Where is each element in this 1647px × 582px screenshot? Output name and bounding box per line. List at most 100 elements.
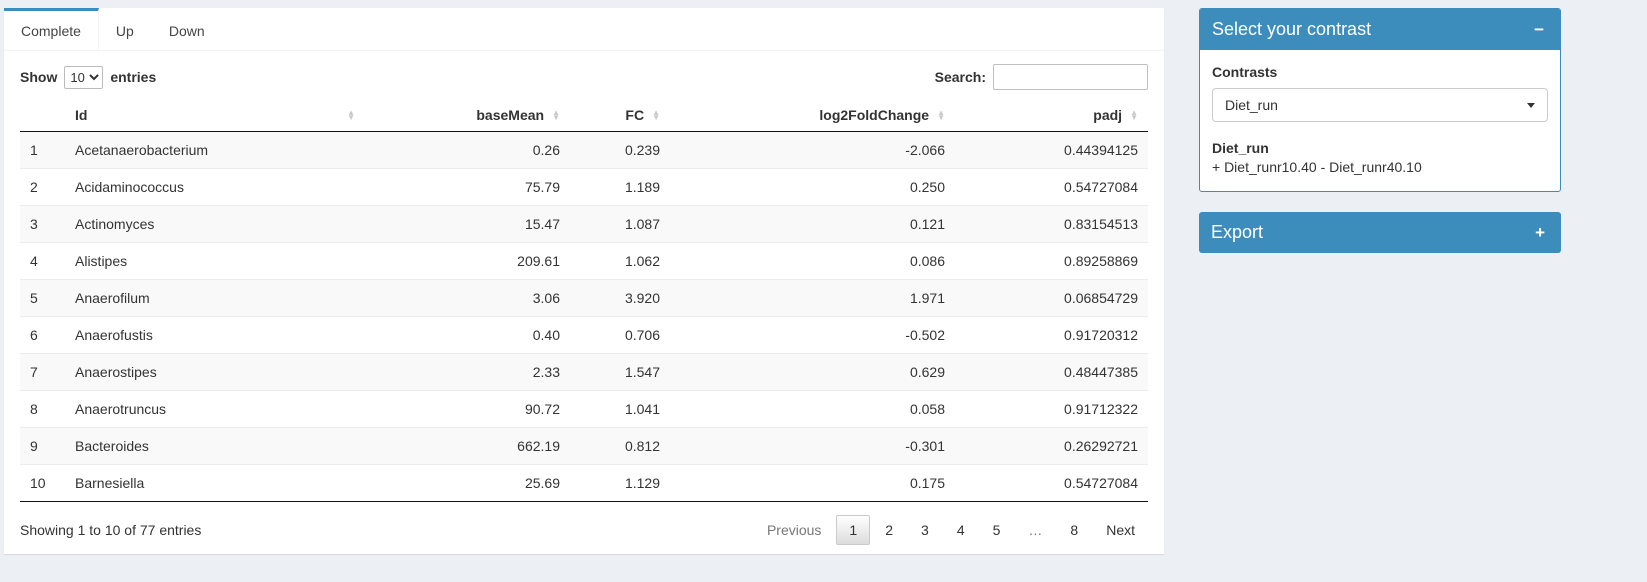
- row-index: 1: [30, 142, 38, 158]
- search-input[interactable]: [993, 64, 1148, 90]
- page-length-select[interactable]: 10: [64, 65, 104, 89]
- export-box: Export +: [1199, 212, 1561, 253]
- row-index: 8: [30, 401, 38, 417]
- cell-padj: 0.54727084: [1064, 179, 1138, 195]
- export-box-title: Export: [1211, 222, 1264, 242]
- row-index: 7: [30, 364, 38, 380]
- cell-fc: 1.547: [624, 364, 660, 380]
- column-header-basemean[interactable]: baseMean ▲ ▼: [365, 100, 570, 132]
- table-row: 8 Anaerotruncus 90.72 1.041 0.058 0.91712322: [20, 390, 1148, 428]
- cell-id: Barnesiella: [75, 475, 145, 491]
- cell-padj: 0.83154513: [1064, 216, 1138, 232]
- sort-icon: ▲ ▼: [652, 108, 660, 122]
- cell-fc: 0.706: [624, 327, 660, 343]
- show-label: Show: [20, 69, 58, 85]
- contrasts-label: Contrasts: [1212, 64, 1278, 80]
- page-length-control: Show 10 entries: [20, 65, 157, 89]
- cell-basemean: 0.26: [532, 142, 560, 158]
- collapse-button[interactable]: −: [1530, 19, 1548, 40]
- contrast-detail-formula: + Diet_runr10.40 - Diet_runr40.10: [1212, 159, 1422, 175]
- cell-basemean: 15.47: [524, 216, 560, 232]
- page-button-8[interactable]: 8: [1070, 522, 1079, 538]
- cell-basemean: 662.19: [517, 438, 560, 454]
- row-index: 4: [30, 253, 38, 269]
- table-body: 1 Acetanaerobacterium 0.26 0.239 -2.066 0.443…: [20, 131, 1148, 502]
- cell-log2foldchange: 0.121: [909, 216, 945, 232]
- sort-icon: ▲ ▼: [937, 108, 945, 122]
- cell-fc: 3.920: [624, 290, 660, 306]
- sort-icon: ▲ ▼: [552, 108, 560, 122]
- cell-fc: 0.812: [624, 438, 660, 454]
- cell-id: Acetanaerobacterium: [75, 142, 209, 158]
- cell-fc: 1.062: [624, 253, 660, 269]
- contrast-select-value: Diet_run: [1225, 97, 1278, 113]
- cell-padj: 0.44394125: [1064, 142, 1138, 158]
- cell-fc: 0.239: [624, 142, 660, 158]
- results-table: Id ▲ ▼ baseMean ▲ ▼ FC ▲ ▼ log2FoldChange ▲ ▼ padj ▲ ▼…: [20, 100, 1148, 502]
- tab-up[interactable]: Up: [115, 23, 134, 39]
- results-card: Complete Up Down Show 10 entries Search: I…: [4, 8, 1164, 554]
- column-header-index: [20, 100, 65, 132]
- cell-basemean: 0.40: [532, 327, 560, 343]
- cell-basemean: 2.33: [532, 364, 560, 380]
- cell-padj: 0.26292721: [1064, 438, 1138, 454]
- table-row: 6 Anaerofustis 0.40 0.706 -0.502 0.91720312: [20, 316, 1148, 354]
- row-index: 9: [30, 438, 38, 454]
- row-index: 10: [30, 475, 46, 491]
- page-button-4[interactable]: 4: [956, 522, 965, 538]
- cell-basemean: 209.61: [517, 253, 560, 269]
- page-button-ellipsis: …: [1028, 522, 1043, 538]
- cell-id: Alistipes: [75, 253, 128, 269]
- page-button-next[interactable]: Next: [1106, 522, 1135, 538]
- table-header-row: Id ▲ ▼ baseMean ▲ ▼ FC ▲ ▼ log2FoldChange ▲ ▼ padj ▲ ▼: [20, 100, 1148, 132]
- row-index: 5: [30, 290, 38, 306]
- page-button-5[interactable]: 5: [992, 522, 1001, 538]
- contrast-detail-name: Diet_run: [1212, 140, 1269, 156]
- row-index: 2: [30, 179, 38, 195]
- contrast-select[interactable]: Diet_run: [1212, 88, 1548, 122]
- caret-down-icon: [1527, 102, 1535, 108]
- entries-label: entries: [110, 69, 157, 85]
- cell-log2foldchange: 0.175: [909, 475, 945, 491]
- table-row: 2 Acidaminococcus 75.79 1.189 0.250 0.5472708…: [20, 168, 1148, 206]
- page-button-previous: Previous: [766, 522, 822, 538]
- cell-log2foldchange: 0.629: [909, 364, 945, 380]
- page-button-3[interactable]: 3: [921, 522, 929, 538]
- cell-padj: 0.06854729: [1064, 290, 1138, 306]
- table-row: 9 Bacteroides 662.19 0.812 -0.301 0.26292721: [20, 427, 1148, 465]
- cell-fc: 1.041: [624, 401, 660, 417]
- cell-log2foldchange: 0.250: [909, 179, 945, 195]
- row-index: 3: [30, 216, 38, 232]
- cell-id: Anaerofilum: [75, 290, 150, 306]
- cell-basemean: 25.69: [524, 475, 560, 491]
- expand-button[interactable]: +: [1531, 222, 1549, 243]
- cell-log2foldchange: 0.086: [909, 253, 945, 269]
- pagination: Previous 1 2 3 4 5 … 8 Next: [752, 515, 1148, 545]
- page-button-2[interactable]: 2: [885, 522, 894, 538]
- cell-id: Anaerostipes: [75, 364, 157, 380]
- table-controls: Show 10 entries Search:: [4, 51, 1164, 100]
- page-button-1[interactable]: 1: [836, 515, 871, 545]
- cell-log2foldchange: 0.058: [909, 401, 945, 417]
- column-header-fc[interactable]: FC ▲ ▼: [570, 100, 670, 132]
- column-header-id[interactable]: Id ▲ ▼: [65, 100, 365, 132]
- tab-down[interactable]: Down: [168, 23, 205, 39]
- tab-complete[interactable]: Complete: [4, 8, 99, 50]
- export-box-header: Export +: [1199, 212, 1561, 253]
- results-table-wrap: Id ▲ ▼ baseMean ▲ ▼ FC ▲ ▼ log2FoldChange ▲ ▼ padj ▲ ▼…: [4, 100, 1164, 502]
- cell-id: Actinomyces: [75, 216, 155, 232]
- column-header-log2foldchange[interactable]: log2FoldChange ▲ ▼: [670, 100, 955, 132]
- cell-log2foldchange: 1.971: [909, 290, 945, 306]
- search-control: Search:: [935, 64, 1148, 90]
- sort-icon: ▲ ▼: [1130, 108, 1138, 122]
- column-label: log2FoldChange: [819, 107, 930, 123]
- cell-basemean: 3.06: [532, 290, 560, 306]
- sort-icon: ▲ ▼: [347, 108, 355, 122]
- contrast-box-header: Select your contrast −: [1200, 9, 1560, 50]
- column-header-padj[interactable]: padj ▲ ▼: [955, 100, 1148, 132]
- cell-padj: 0.91720312: [1064, 327, 1138, 343]
- cell-id: Anaerotruncus: [75, 401, 167, 417]
- table-info: Showing 1 to 10 of 77 entries: [20, 522, 202, 538]
- cell-padj: 0.89258869: [1064, 253, 1138, 269]
- cell-padj: 0.91712322: [1064, 401, 1138, 417]
